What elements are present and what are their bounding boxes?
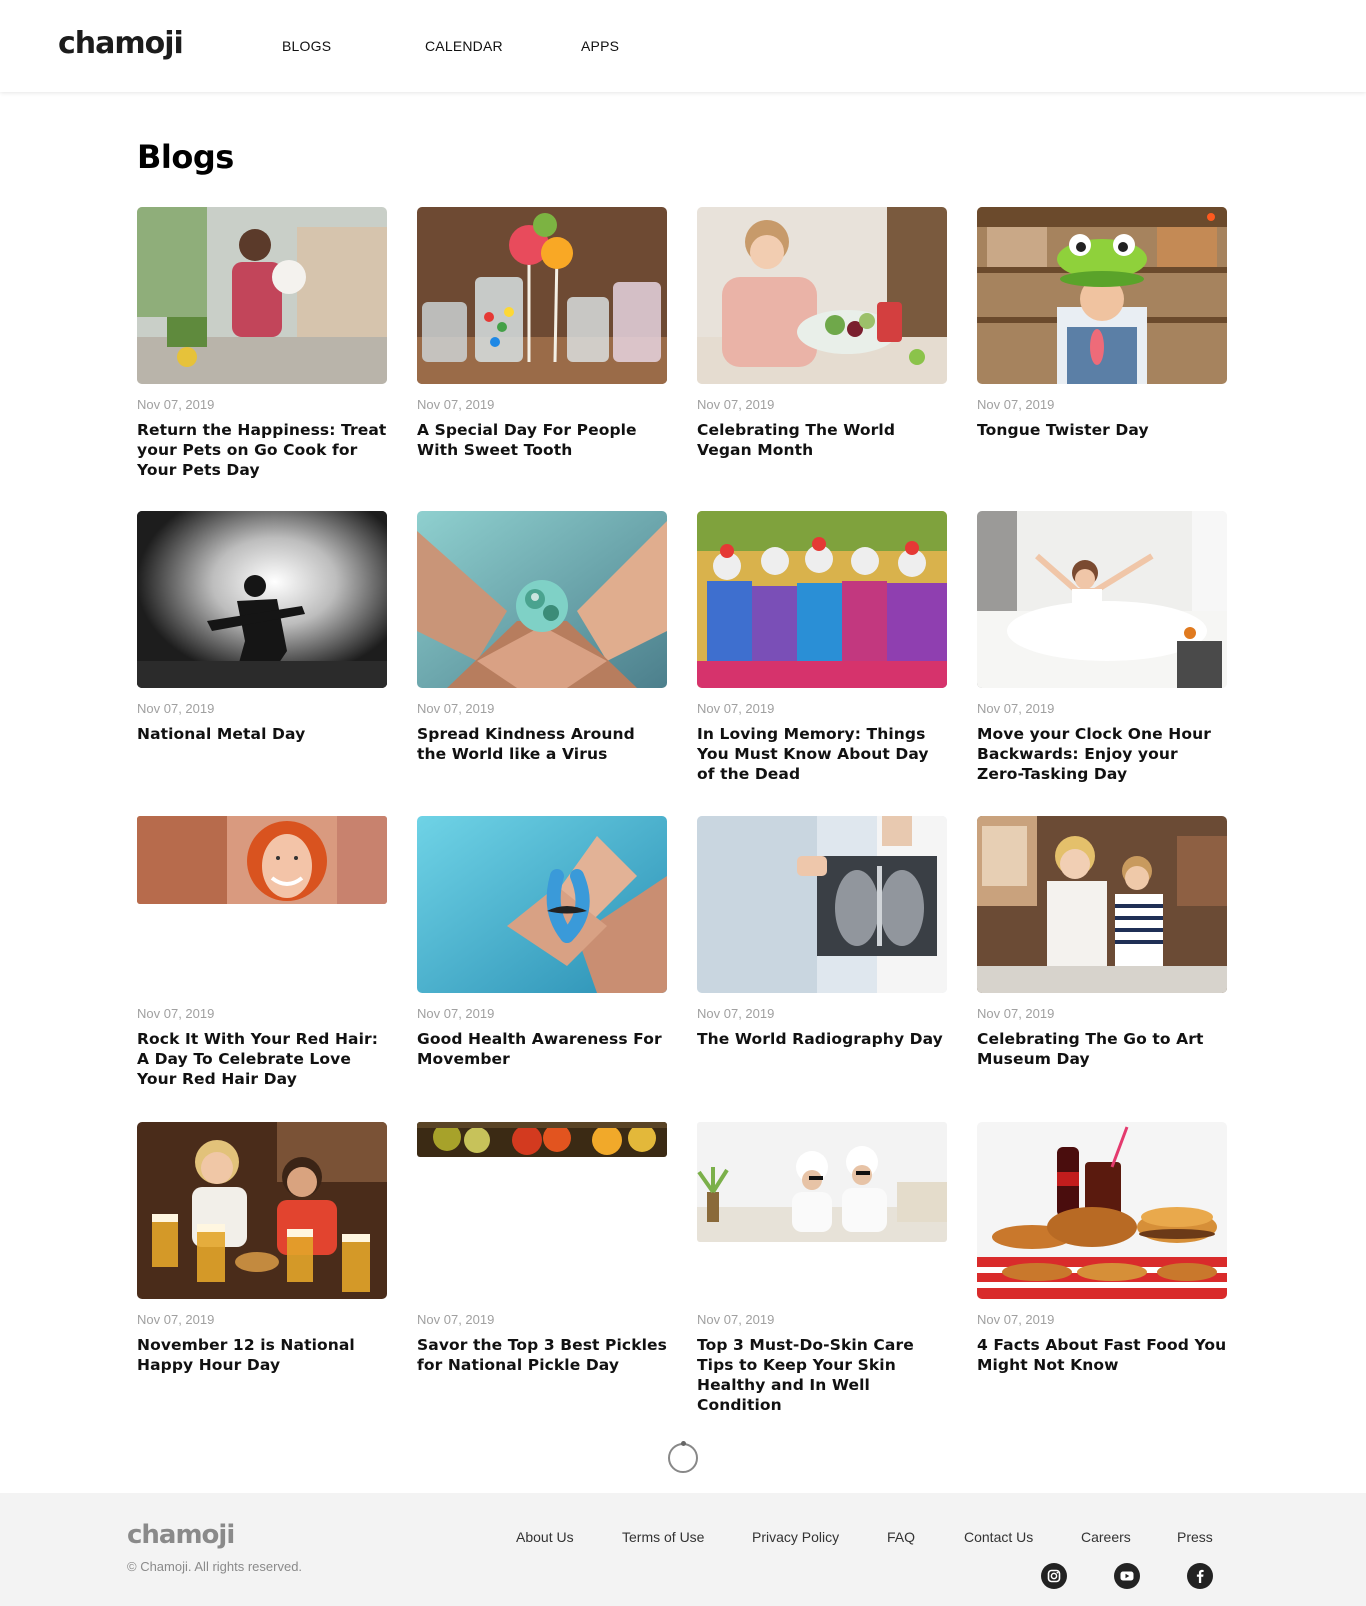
site-logo[interactable]: chamoji [58,26,184,61]
blog-thumbnail[interactable] [417,511,667,688]
blog-card[interactable]: Nov 07, 2019 Top 3 Must-Do-Skin Care Tip… [697,1122,947,1414]
page-title: Blogs [137,138,234,176]
blog-thumbnail[interactable] [697,207,947,384]
blog-card[interactable]: Nov 07, 2019 Return the Happiness: Treat… [137,207,387,479]
footer-logo[interactable]: chamoji [127,1520,235,1550]
blog-card[interactable]: Nov 07, 2019 4 Facts About Fast Food You… [977,1122,1227,1374]
post-date: Nov 07, 2019 [977,1006,1055,1021]
nav-calendar[interactable]: CALENDAR [425,38,503,54]
post-title[interactable]: Celebrating The World Vegan Month [697,421,896,459]
footer-link-press[interactable]: Press [1177,1529,1213,1545]
post-date: Nov 07, 2019 [137,397,215,412]
footer-link-faq[interactable]: FAQ [887,1529,916,1545]
instagram-icon[interactable] [1041,1563,1067,1589]
blog-card[interactable]: Nov 07, 2019 Tongue Twister Day [977,207,1227,439]
post-date: Nov 07, 2019 [417,397,495,412]
blog-thumbnail[interactable] [697,511,947,688]
blog-card[interactable]: Nov 07, 2019 Celebrating The World Vegan… [697,207,947,459]
post-title[interactable]: Move your Clock One Hour Backwards: Enjo… [977,725,1211,783]
post-date: Nov 07, 2019 [697,1312,775,1327]
blog-card[interactable]: Nov 07, 2019 Spread Kindness Around the … [417,511,667,763]
blog-thumbnail[interactable] [417,1122,667,1157]
post-title[interactable]: Spread Kindness Around the World like a … [417,725,635,763]
post-title[interactable]: National Metal Day [137,725,306,743]
post-date: Nov 07, 2019 [697,701,775,716]
post-date: Nov 07, 2019 [697,1006,775,1021]
nav-apps[interactable]: APPS [581,38,620,54]
post-date: Nov 07, 2019 [697,397,775,412]
blog-thumbnail[interactable] [697,1122,947,1242]
post-date: Nov 07, 2019 [977,1312,1055,1327]
blog-card[interactable]: Nov 07, 2019 Celebrating The Go to Art M… [977,816,1227,1068]
post-title[interactable]: Savor the Top 3 Best Pickles for Nationa… [417,1336,667,1374]
post-date: Nov 07, 2019 [977,397,1055,412]
youtube-icon[interactable] [1114,1563,1140,1589]
blog-thumbnail[interactable] [697,816,947,993]
post-title[interactable]: Celebrating The Go to Art Museum Day [977,1030,1204,1068]
blog-thumbnail[interactable] [977,511,1227,688]
footer-link-terms-of-use[interactable]: Terms of Use [622,1529,705,1545]
post-date: Nov 07, 2019 [137,1312,215,1327]
footer-link-careers[interactable]: Careers [1081,1529,1131,1545]
nav-blogs[interactable]: BLOGS [282,38,332,54]
blog-card[interactable]: Nov 07, 2019 Move your Clock One Hour Ba… [977,511,1227,783]
post-date: Nov 07, 2019 [417,1006,495,1021]
post-title[interactable]: A Special Day For People With Sweet Toot… [417,421,637,459]
blog-card[interactable]: Nov 07, 2019 Savor the Top 3 Best Pickle… [417,1122,667,1374]
blog-card[interactable]: Nov 07, 2019 National Metal Day [137,511,387,743]
loading-spinner [668,1441,698,1473]
post-title[interactable]: Rock It With Your Red Hair: A Day To Cel… [137,1030,379,1088]
post-date: Nov 07, 2019 [137,701,215,716]
blog-card[interactable]: Nov 07, 2019 In Loving Memory: Things Yo… [697,511,947,783]
post-title[interactable]: 4 Facts About Fast Food You Might Not Kn… [977,1336,1227,1374]
post-date: Nov 07, 2019 [417,701,495,716]
blog-thumbnail[interactable] [137,816,387,904]
blog-thumbnail[interactable] [977,1122,1227,1299]
blog-thumbnail[interactable] [417,207,667,384]
footer-link-contact-us[interactable]: Contact Us [964,1529,1034,1545]
copyright-text: © Chamoji. All rights reserved. [127,1559,303,1574]
site-footer: chamoji © Chamoji. All rights reserved. … [0,1493,1366,1606]
blog-card[interactable]: Nov 07, 2019 Good Health Awareness For M… [417,816,667,1068]
blog-thumbnail[interactable] [417,816,667,993]
post-title[interactable]: The World Radiography Day [697,1030,943,1048]
post-title[interactable]: November 12 is National Happy Hour Day [137,1336,355,1374]
footer-link-about-us[interactable]: About Us [516,1529,574,1545]
post-title[interactable]: In Loving Memory: Things You Must Know A… [697,725,929,783]
post-title[interactable]: Top 3 Must-Do-Skin Care Tips to Keep You… [697,1336,914,1414]
post-title[interactable]: Good Health Awareness For Movember [417,1030,662,1068]
facebook-icon[interactable] [1187,1563,1213,1589]
blog-card[interactable]: Nov 07, 2019 A Special Day For People Wi… [417,207,667,459]
blog-thumbnail[interactable] [977,207,1227,384]
site-header: chamoji BLOGS CALENDAR APPS [0,0,1366,92]
blog-card[interactable]: Nov 07, 2019 The World Radiography Day [697,816,947,1048]
blog-thumbnail[interactable] [137,207,387,384]
post-date: Nov 07, 2019 [417,1312,495,1327]
post-title[interactable]: Return the Happiness: Treat your Pets on… [137,421,387,479]
blog-card[interactable]: Nov 07, 2019 Rock It With Your Red Hair:… [137,816,387,1088]
blog-thumbnail[interactable] [137,1122,387,1299]
blog-thumbnail[interactable] [977,816,1227,993]
blog-thumbnail[interactable] [137,511,387,688]
post-date: Nov 07, 2019 [137,1006,215,1021]
blog-card[interactable]: Nov 07, 2019 November 12 is National Hap… [137,1122,387,1374]
post-date: Nov 07, 2019 [977,701,1055,716]
post-title[interactable]: Tongue Twister Day [977,421,1149,439]
footer-link-privacy-policy[interactable]: Privacy Policy [752,1529,840,1545]
